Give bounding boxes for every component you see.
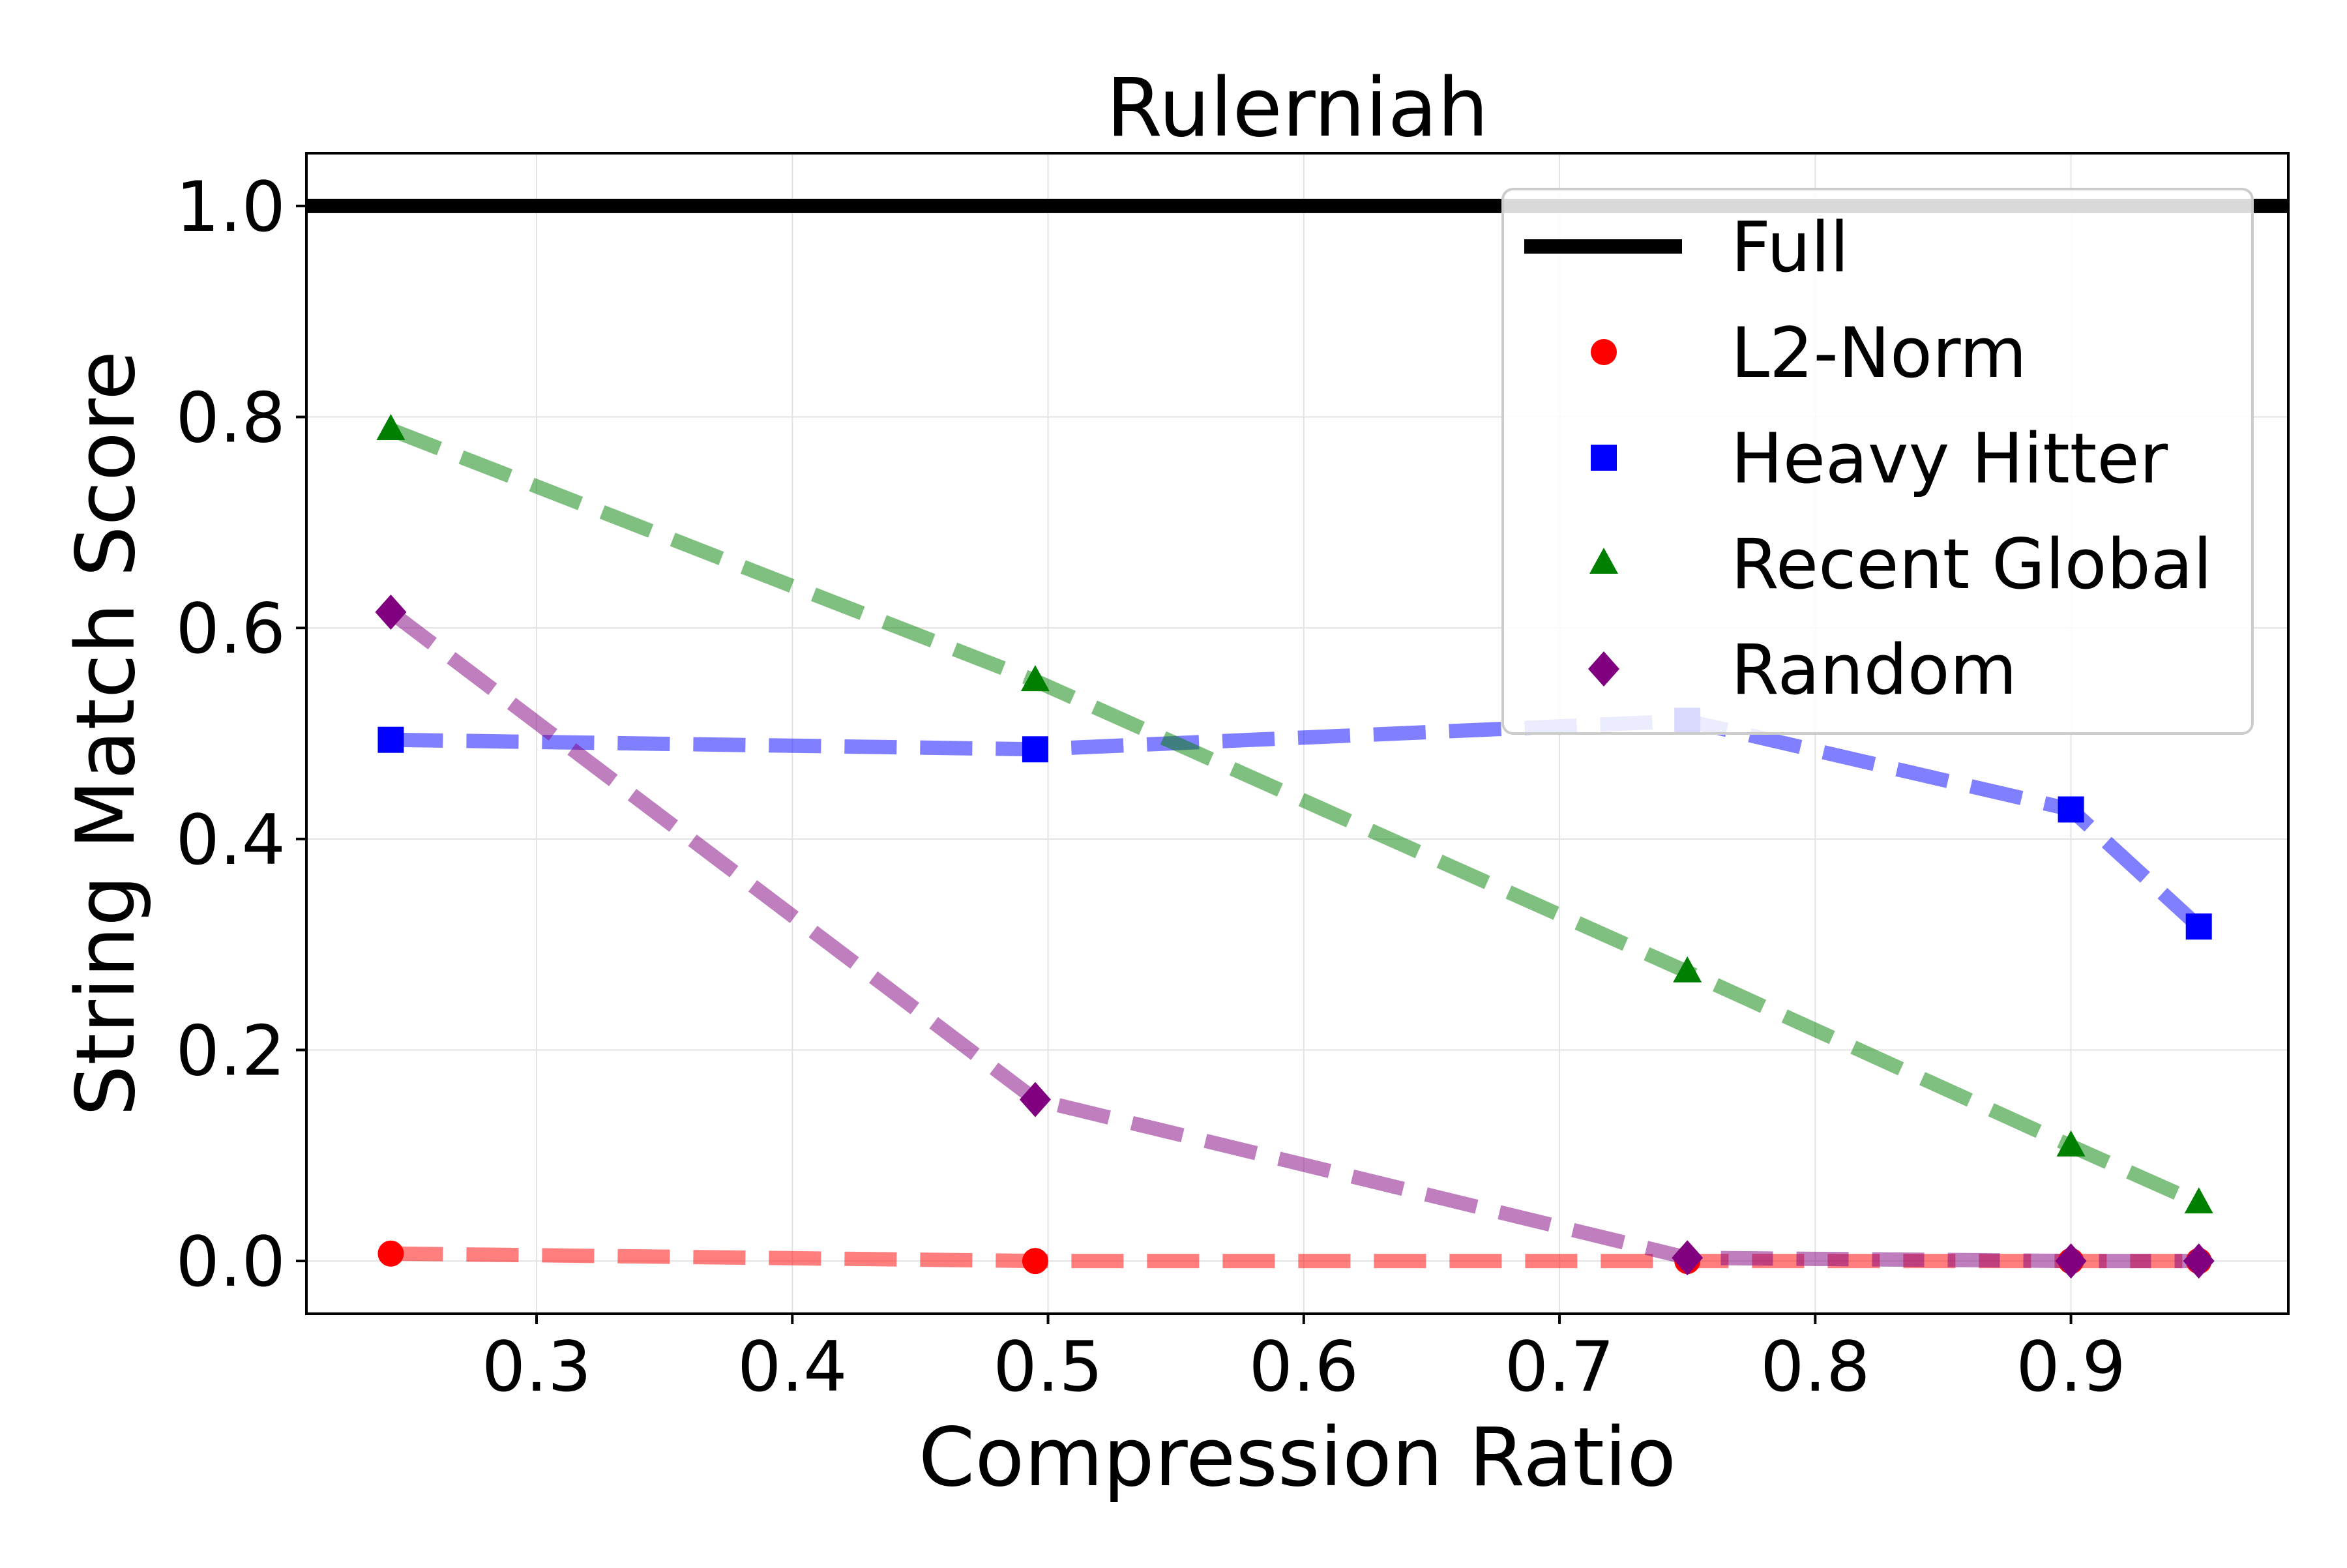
plot-frame <box>305 152 2290 1315</box>
x-tick-label: 0.8 <box>1760 1327 1870 1407</box>
heavy-hitter-point <box>2185 913 2212 940</box>
legend-label-heavy-hitter: Heavy Hitter <box>1731 419 2168 499</box>
x-tick-label: 0.9 <box>2016 1327 2126 1407</box>
y-axis-label: String Match Score <box>59 351 153 1117</box>
legend-heavy-hitter-swatch <box>1591 445 1617 471</box>
x-tick-label: 0.5 <box>993 1327 1103 1407</box>
heavy-hitter-point <box>1022 736 1048 763</box>
y-tick-label: 0.0 <box>175 1222 286 1302</box>
legend-label-l2-norm: L2-Norm <box>1731 313 2027 393</box>
axis-ticks: 0.3 0.4 0.5 0.6 0.7 0.8 0.9 0.0 0.2 0.4 0.6 0.8 1.0 <box>175 167 2125 1407</box>
chart-title: Rulerniah <box>1106 61 1488 155</box>
l2-norm-point <box>1022 1248 1048 1275</box>
y-tick-label: 0.8 <box>175 378 286 458</box>
x-tick-label: 0.3 <box>482 1327 592 1407</box>
recent-global-point <box>376 413 406 440</box>
recent-global-point <box>2184 1187 2213 1214</box>
x-tick-label: 0.6 <box>1249 1327 1359 1407</box>
random-point <box>2183 1243 2215 1279</box>
legend-random-swatch <box>1588 651 1619 687</box>
heavy-hitter-point <box>2058 796 2084 823</box>
legend-l2-norm-swatch <box>1591 339 1617 365</box>
random-point <box>375 594 407 630</box>
recent-global-point <box>1673 956 1702 983</box>
y-tick-label: 0.2 <box>175 1011 286 1091</box>
legend-label-full: Full <box>1731 207 1849 288</box>
random-point <box>1672 1240 1704 1276</box>
y-tick-label: 1.0 <box>175 167 286 247</box>
x-tick-label: 0.7 <box>1505 1327 1615 1407</box>
legend-label-recent-global: Recent Global <box>1731 524 2212 604</box>
series-markers <box>375 413 2215 1279</box>
heavy-hitter-point <box>377 726 404 753</box>
legend-recent-global-swatch <box>1589 548 1618 574</box>
recent-global-point <box>2056 1130 2086 1157</box>
y-tick-label: 0.6 <box>175 589 286 669</box>
x-axis-label: Compression Ratio <box>919 1411 1676 1505</box>
random-point <box>1019 1082 1051 1117</box>
l2-norm-point <box>377 1240 404 1267</box>
recent-global-point <box>1020 665 1050 692</box>
legend: Full L2-Norm Heavy Hitter Recent Global Rand… <box>1501 188 2254 735</box>
y-tick-label: 0.4 <box>175 800 286 880</box>
x-tick-label: 0.4 <box>737 1327 848 1407</box>
random-point <box>2055 1243 2087 1279</box>
legend-label-random: Random <box>1731 630 2017 710</box>
legend-box <box>1501 188 2254 735</box>
